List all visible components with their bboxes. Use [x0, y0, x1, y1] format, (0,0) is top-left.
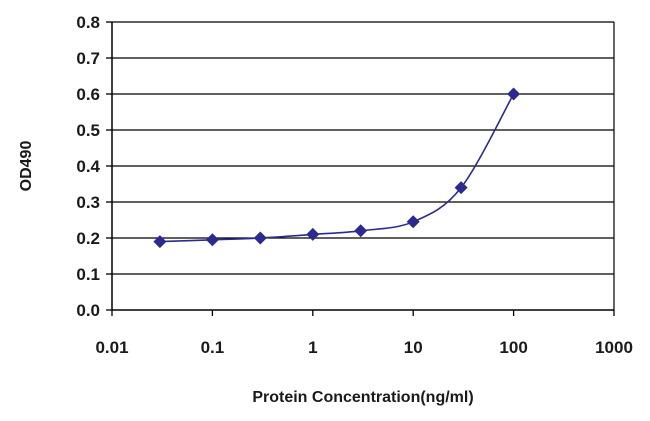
y-tick-label: 0.6 — [76, 85, 100, 104]
data-point — [454, 181, 468, 195]
x-tick-label: 0.1 — [201, 338, 225, 357]
data-point — [354, 224, 368, 238]
y-tick-label: 0.2 — [76, 229, 100, 248]
y-axis-title: OD490 — [18, 141, 35, 192]
y-tick-label: 0.7 — [76, 49, 100, 68]
data-point — [153, 235, 167, 249]
data-point — [253, 231, 267, 245]
gridlines — [112, 21, 614, 275]
x-tick-label: 10 — [404, 338, 423, 357]
y-tick-label: 0.1 — [76, 265, 100, 284]
y-tick-label: 0.8 — [76, 13, 100, 32]
x-axis-ticks: 0.01 0.1 1 10 100 1000 — [95, 310, 633, 357]
y-tick-label: 0.4 — [76, 157, 100, 176]
y-tick-label: 0.3 — [76, 193, 100, 212]
x-tick-label: 1 — [308, 338, 317, 357]
x-tick-label: 1000 — [595, 338, 633, 357]
data-point — [306, 227, 320, 241]
data-point — [507, 87, 521, 101]
data-points — [153, 87, 521, 249]
x-tick-label: 100 — [499, 338, 527, 357]
data-point — [205, 233, 219, 247]
data-point — [406, 215, 420, 229]
y-tick-label: 0.5 — [76, 121, 100, 140]
y-axis-ticks: 0.0 0.1 0.2 0.3 0.4 0.5 0.6 0.7 0.8 — [76, 13, 112, 320]
x-axis-title: Protein Concentration(ng/ml) — [252, 389, 473, 406]
x-tick-label: 0.01 — [95, 338, 128, 357]
y-tick-label: 0.0 — [76, 301, 100, 320]
